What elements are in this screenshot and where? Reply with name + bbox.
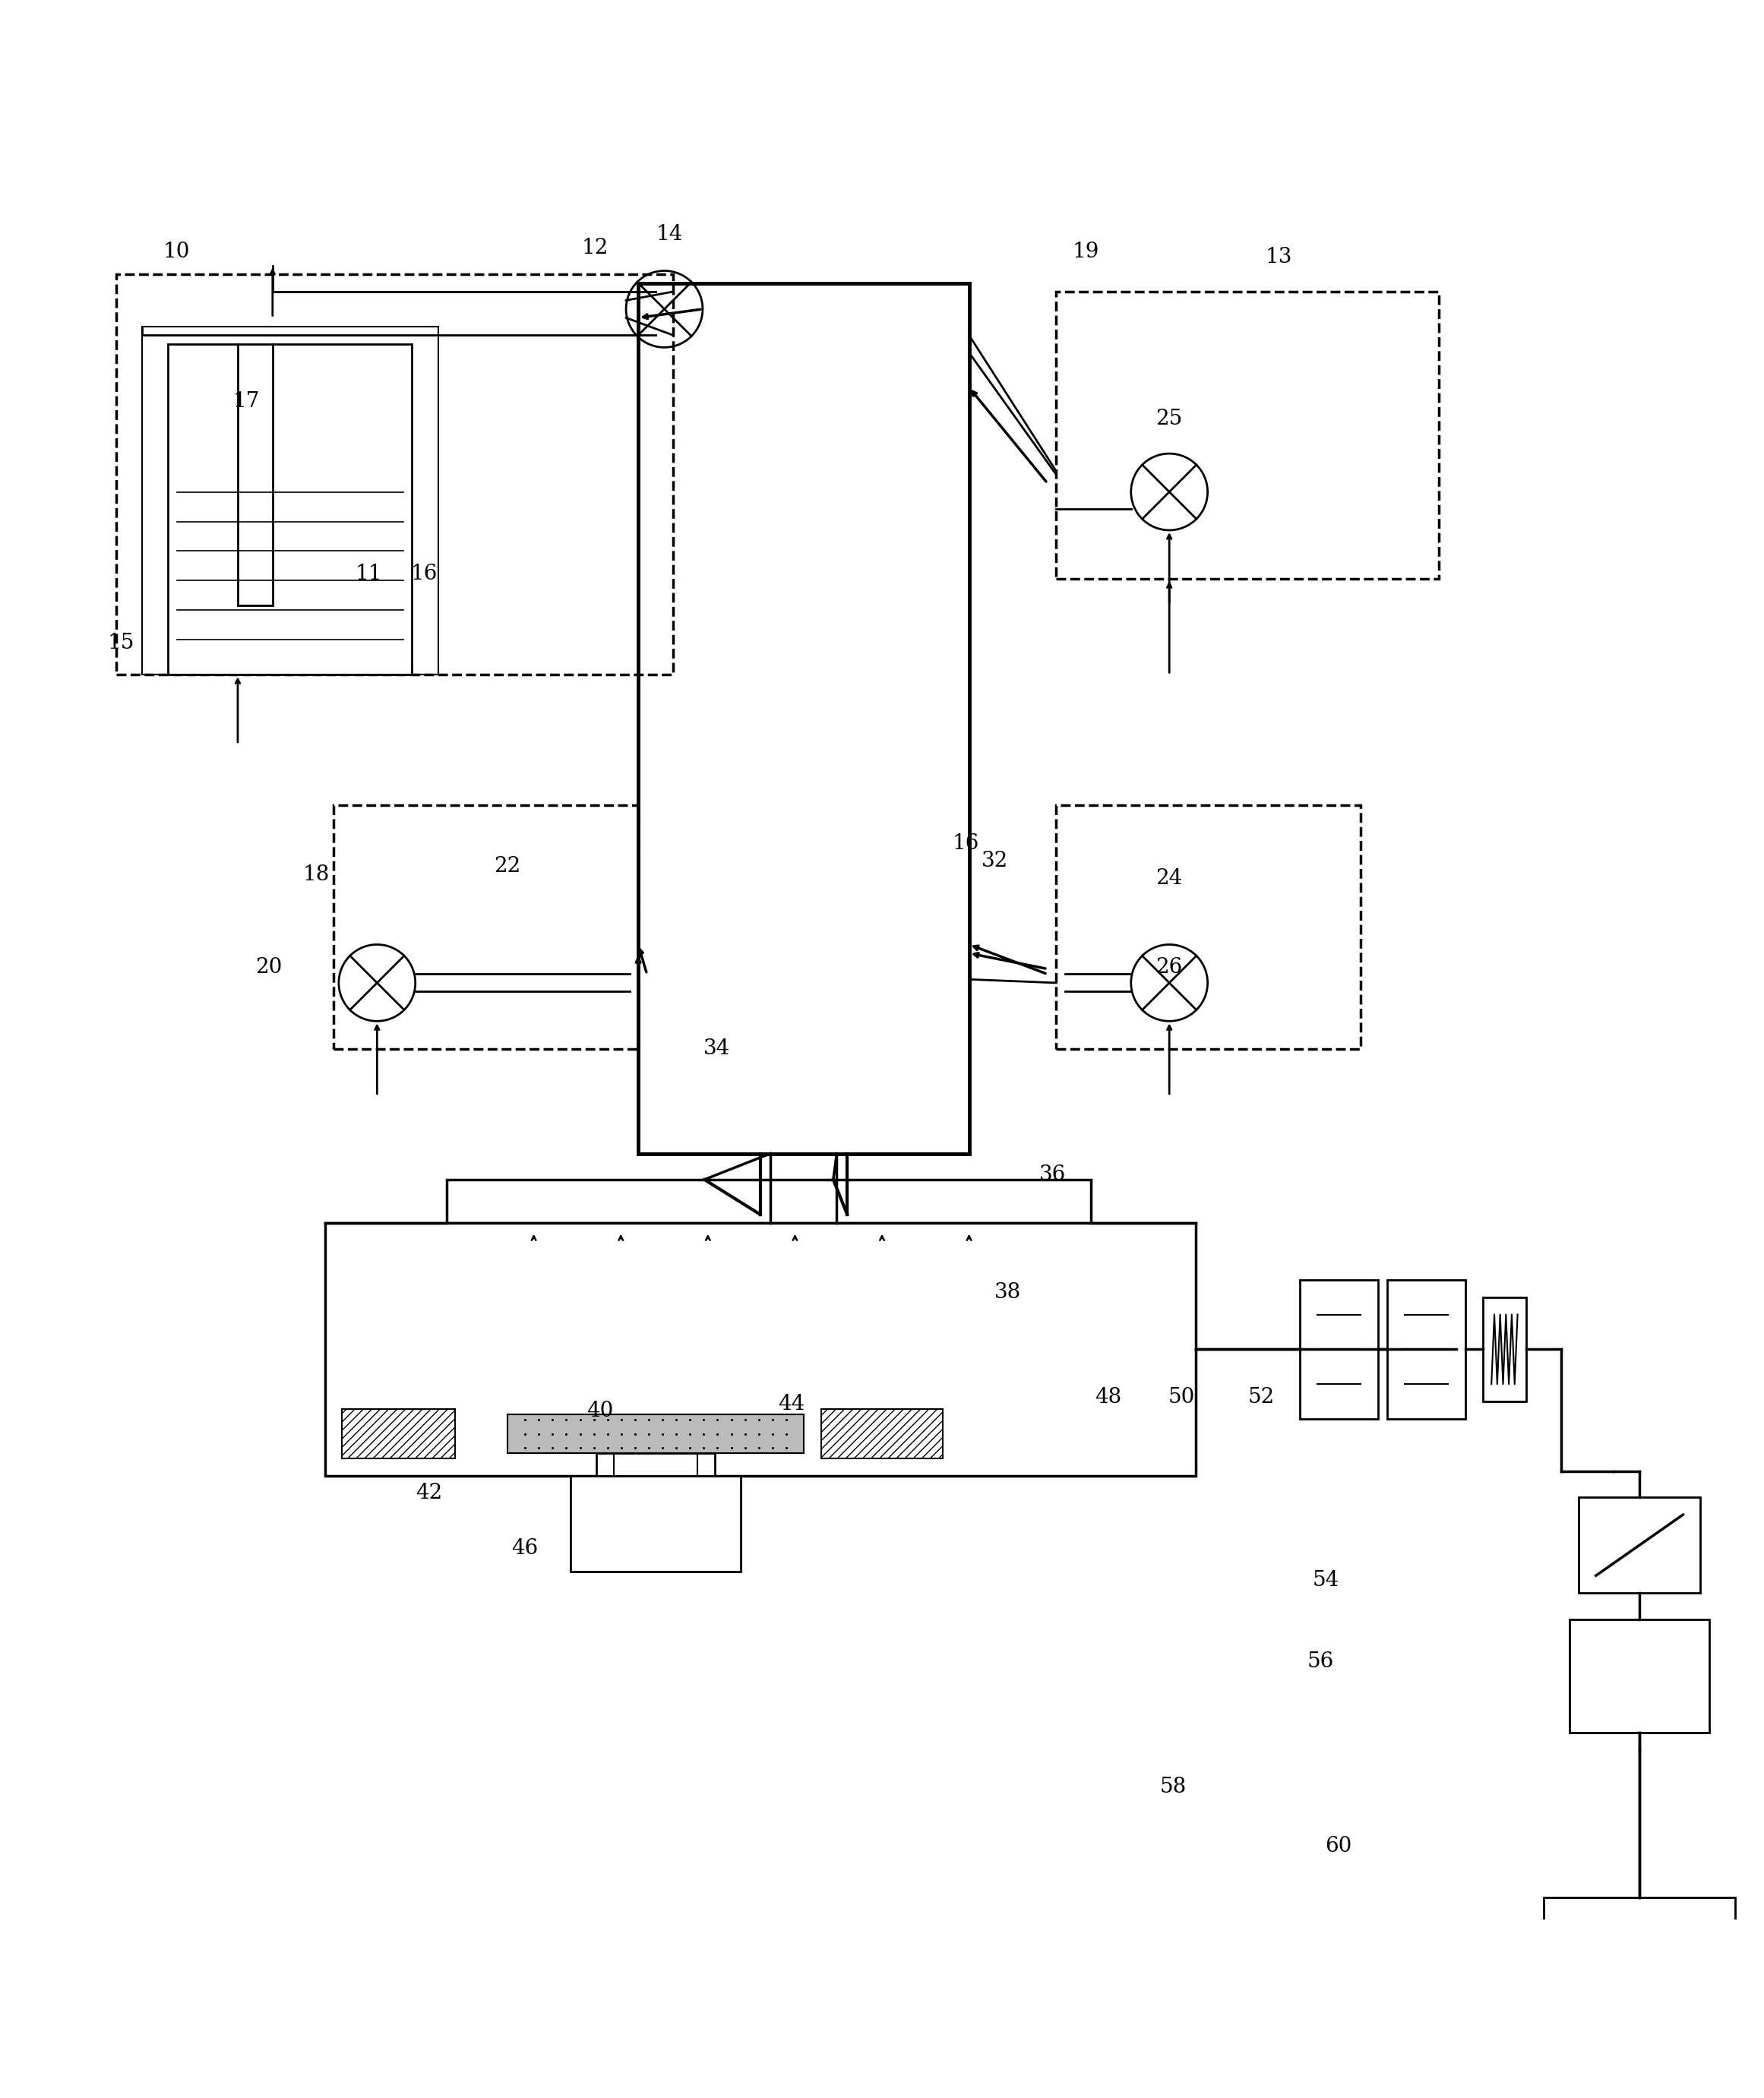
Text: 58: 58	[1159, 1777, 1185, 1798]
Bar	[1579, 1498, 1700, 1592]
Bar	[116, 275, 674, 676]
Text: 18: 18	[303, 864, 330, 885]
Text: 10: 10	[164, 241, 191, 262]
Text: 50: 50	[1168, 1387, 1194, 1408]
Text: 36: 36	[1039, 1164, 1065, 1185]
Text: 24: 24	[1155, 869, 1182, 890]
Text: 38: 38	[993, 1282, 1021, 1303]
Text: 19: 19	[1073, 241, 1099, 262]
Bar	[570, 1475, 741, 1571]
Text: 22: 22	[494, 856, 520, 877]
Text: 13: 13	[1265, 248, 1293, 266]
Text: 16: 16	[953, 833, 979, 854]
Bar	[639, 283, 968, 1154]
Bar	[1544, 1899, 1736, 1941]
Text: 14: 14	[656, 224, 683, 245]
Bar	[508, 1414, 804, 1454]
Text: 42: 42	[416, 1483, 443, 1502]
Bar	[1300, 1280, 1378, 1418]
Text: 44: 44	[778, 1393, 804, 1414]
Text: 25: 25	[1155, 409, 1182, 428]
Bar	[325, 1223, 1196, 1475]
Bar	[596, 1454, 714, 1475]
Text: 32: 32	[983, 850, 1009, 871]
Text: 34: 34	[704, 1039, 730, 1059]
Bar	[1484, 1297, 1526, 1401]
Bar	[446, 1179, 1090, 1223]
Text: 15: 15	[108, 634, 134, 655]
Bar	[1057, 292, 1439, 579]
Text: 17: 17	[233, 390, 259, 411]
Text: 20: 20	[256, 957, 282, 978]
Bar	[333, 806, 639, 1049]
Text: 11: 11	[355, 564, 381, 583]
Text: 12: 12	[582, 237, 609, 258]
Bar	[342, 1410, 455, 1458]
Bar	[1057, 806, 1360, 1049]
Bar	[1491, 1968, 1764, 2081]
Text: 60: 60	[1325, 1836, 1351, 1857]
Text: 16: 16	[411, 564, 437, 583]
Text: 52: 52	[1249, 1387, 1275, 1408]
Bar	[1517, 1941, 1760, 2010]
Bar	[1570, 1620, 1709, 1733]
Bar	[168, 344, 411, 676]
Text: 54: 54	[1312, 1569, 1339, 1590]
Text: 40: 40	[586, 1401, 614, 1420]
Text: 26: 26	[1155, 957, 1182, 978]
Bar	[1387, 1280, 1466, 1418]
Text: 56: 56	[1307, 1651, 1334, 1672]
Bar	[820, 1410, 944, 1458]
Bar	[1508, 2081, 1764, 2098]
Text: 48: 48	[1095, 1387, 1122, 1408]
Text: 46: 46	[512, 1538, 538, 1559]
